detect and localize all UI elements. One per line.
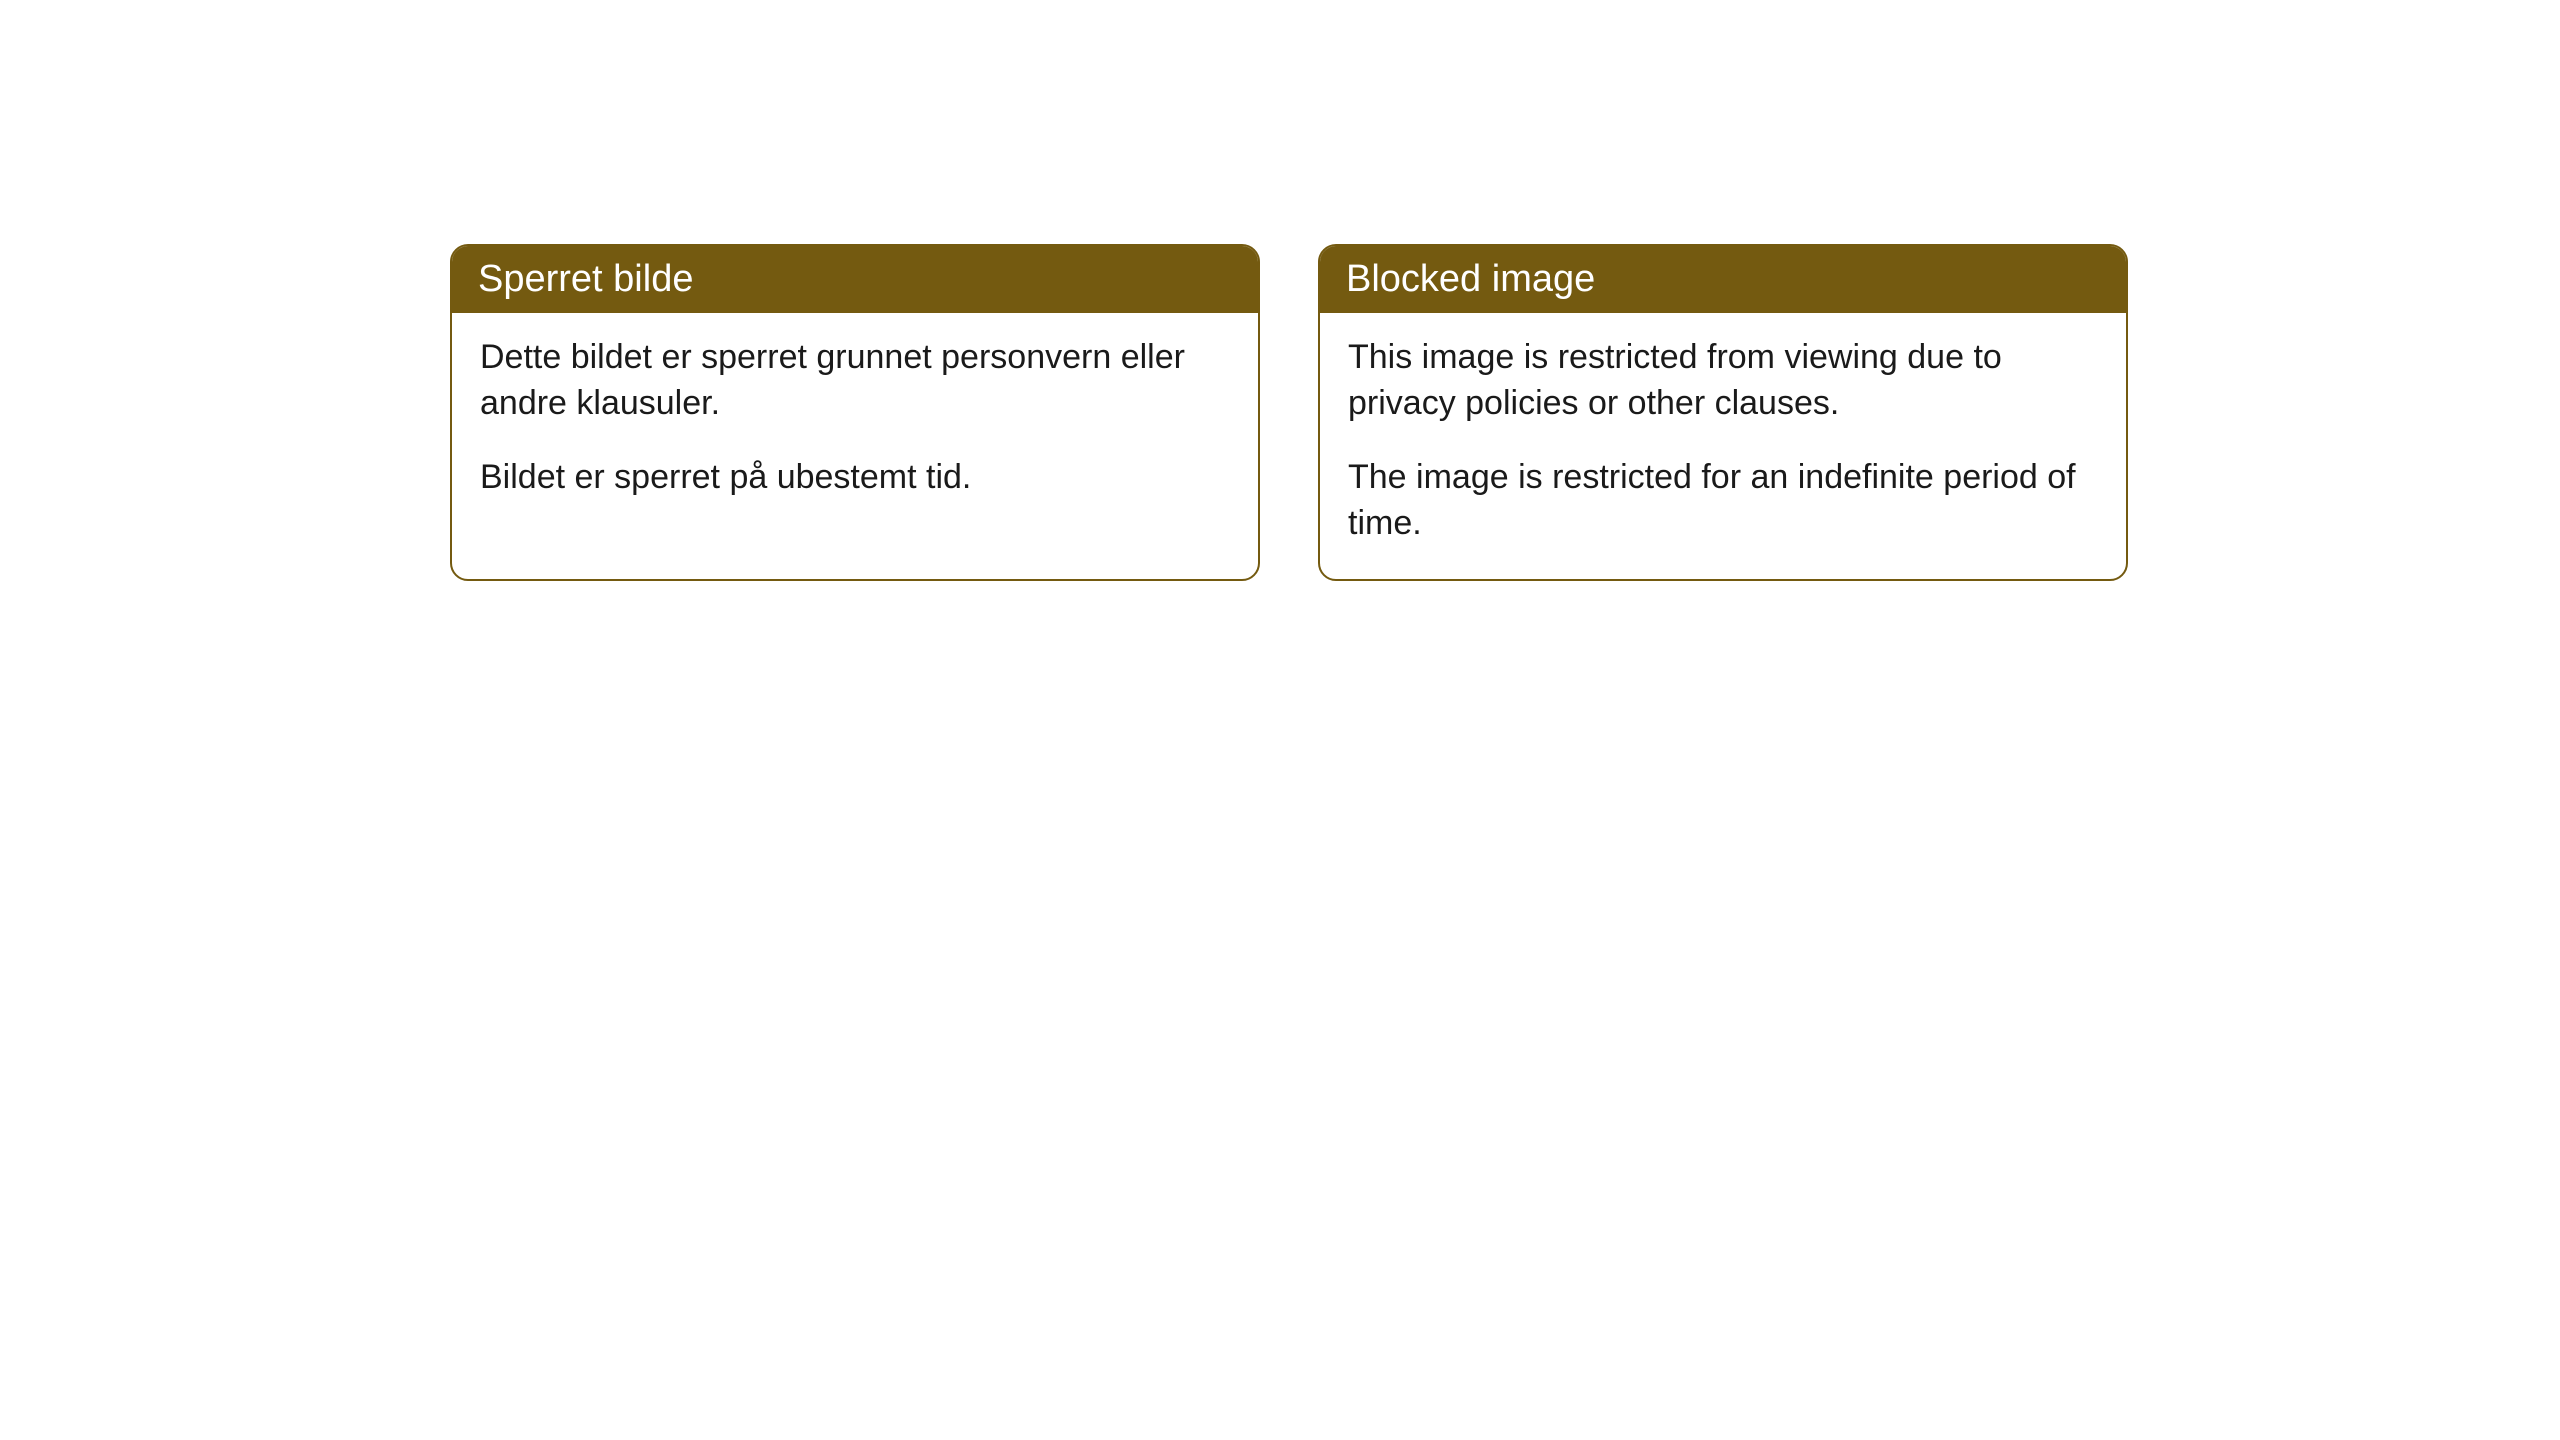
- notice-paragraph: Bildet er sperret på ubestemt tid.: [480, 455, 1230, 501]
- notice-header: Blocked image: [1320, 246, 2126, 313]
- notice-cards-container: Sperret bilde Dette bildet er sperret gr…: [450, 244, 2128, 581]
- notice-paragraph: Dette bildet er sperret grunnet personve…: [480, 335, 1230, 427]
- notice-body: Dette bildet er sperret grunnet personve…: [452, 313, 1258, 533]
- notice-card-english: Blocked image This image is restricted f…: [1318, 244, 2128, 581]
- notice-body: This image is restricted from viewing du…: [1320, 313, 2126, 579]
- notice-paragraph: This image is restricted from viewing du…: [1348, 335, 2098, 427]
- notice-paragraph: The image is restricted for an indefinit…: [1348, 455, 2098, 547]
- notice-card-norwegian: Sperret bilde Dette bildet er sperret gr…: [450, 244, 1260, 581]
- notice-header: Sperret bilde: [452, 246, 1258, 313]
